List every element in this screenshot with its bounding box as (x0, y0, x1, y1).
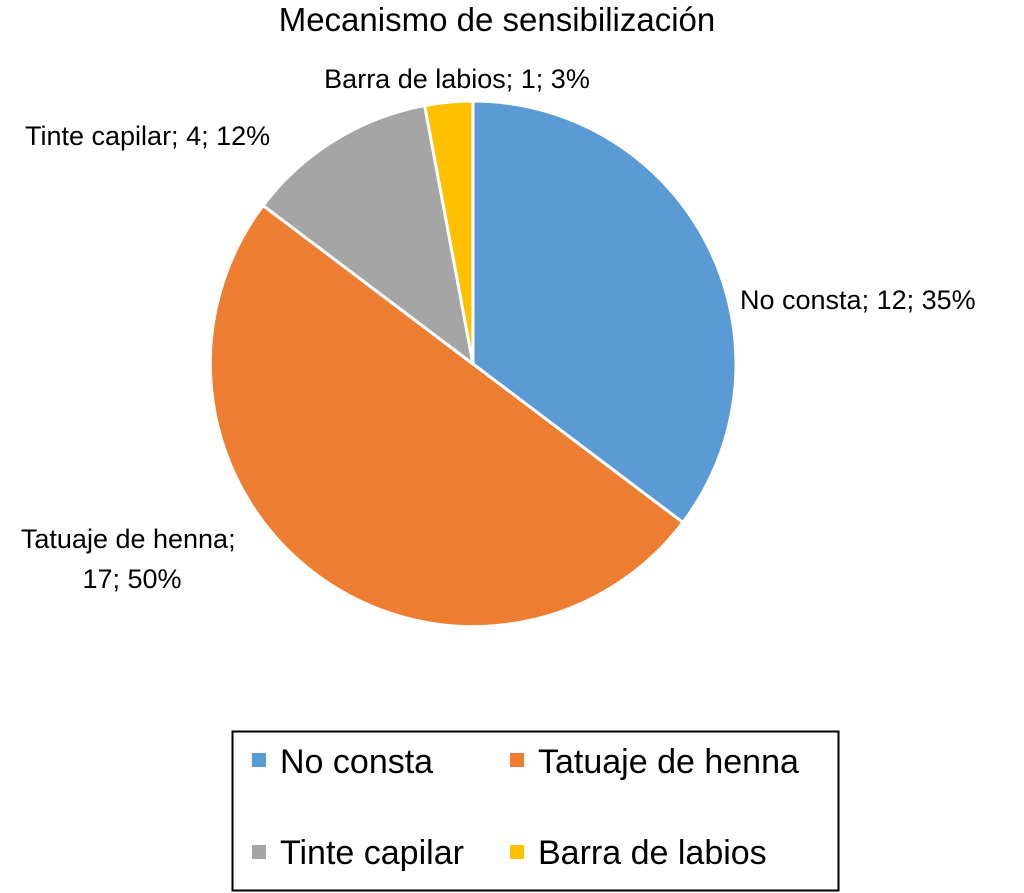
legend-swatch-barra-de-labios (510, 845, 524, 859)
pie-slice-barra-de-labios (423, 99, 475, 366)
pie-slice-no-consta (471, 99, 738, 524)
chart-title: Mecanismo de sensibilización (279, 1, 716, 38)
slice-label-tatuaje-de-henna-line-1: Tatuaje de henna; (21, 524, 236, 554)
legend-frame (231, 730, 840, 892)
legend: No consta Tatuaje de henna Tinte capilar… (231, 730, 840, 892)
legend-label-no-consta: No consta (280, 743, 433, 781)
pie-slice-tatuaje-de-henna (208, 204, 685, 629)
slice-label-tatuaje-de-henna: Tatuaje de henna; 17; 50% (21, 524, 243, 594)
slice-label-no-consta: No consta; 12; 35% (740, 285, 976, 315)
slice-label-tinte-capilar: Tinte capilar; 4; 12% (25, 121, 270, 151)
slice-label-barra-de-labios: Barra de labios; 1; 3% (324, 64, 590, 94)
legend-swatch-tatuaje-de-henna (510, 753, 524, 767)
legend-label-tinte-capilar: Tinte capilar (280, 834, 464, 872)
legend-swatch-no-consta (252, 753, 266, 767)
legend-swatch-tinte-capilar (252, 845, 266, 859)
legend-label-barra-de-labios: Barra de labios (538, 834, 767, 872)
pie-slice-tinte-capilar (261, 103, 475, 366)
legend-label-tatuaje-de-henna: Tatuaje de henna (538, 743, 799, 781)
pie-slices (208, 99, 738, 629)
slice-label-tatuaje-de-henna-line-2: 17; 50% (82, 564, 181, 594)
